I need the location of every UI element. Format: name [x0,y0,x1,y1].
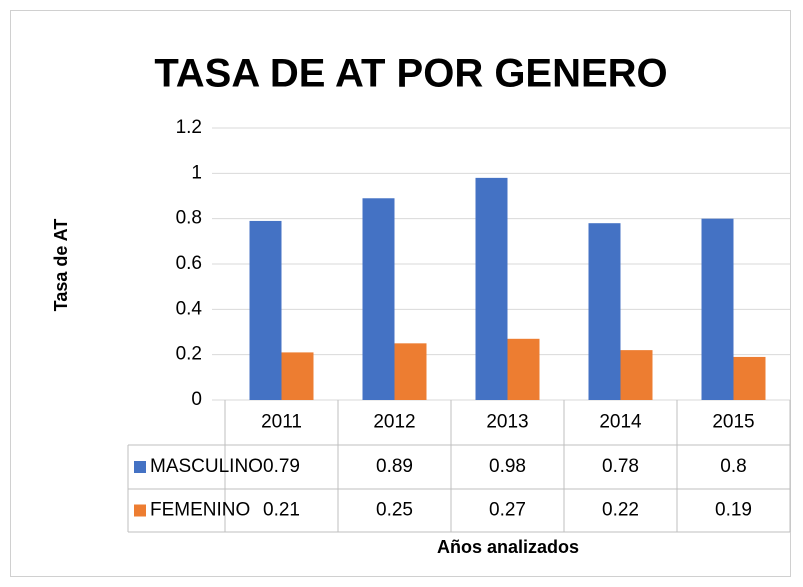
data-table-cell: 0.8 [720,456,746,477]
bar [394,343,427,400]
bar [620,350,653,400]
x-tick-label: 2011 [261,412,302,433]
y-tick-label: 0.4 [176,298,203,319]
x-tick-label: 2014 [599,412,642,433]
bar [733,356,766,400]
data-table-cell: 0.21 [263,500,300,521]
y-tick-label: 0.2 [176,344,202,365]
y-tick-label: 1 [191,162,202,183]
y-tick-label: 0.8 [176,208,202,229]
y-tick-label: 0.6 [176,253,202,274]
bar [249,220,282,400]
x-tick-label: 2015 [712,412,754,433]
data-table-cell: 0.78 [602,456,639,477]
legend-label: FEMENINO [150,500,250,521]
y-tick-label: 1.2 [176,117,202,138]
legend-swatch [134,461,146,473]
y-axis-title: Tasa de AT [51,219,71,312]
bar [475,177,508,400]
chart-border [10,10,791,577]
bar [507,338,540,400]
bar [362,198,395,400]
x-tick-label: 2013 [486,412,528,433]
y-tick-label: 0 [191,389,202,410]
data-table-cell: 0.27 [489,500,526,521]
data-table-cell: 0.89 [376,456,413,477]
data-table-cell: 0.98 [489,456,526,477]
legend-swatch [134,504,146,517]
bar [701,218,734,400]
data-table-cell: 0.22 [602,500,639,521]
x-tick-label: 2012 [373,412,415,433]
x-axis-title: Años analizados [437,537,579,557]
data-table-cell: 0.25 [376,500,413,521]
bar [588,223,621,400]
data-table-cell: 0.79 [263,456,300,477]
legend-label: MASCULINO [150,456,263,477]
data-table-cell: 0.19 [715,500,752,521]
bar [281,352,314,400]
chart-title: TASA DE AT POR GENERO [154,52,667,96]
